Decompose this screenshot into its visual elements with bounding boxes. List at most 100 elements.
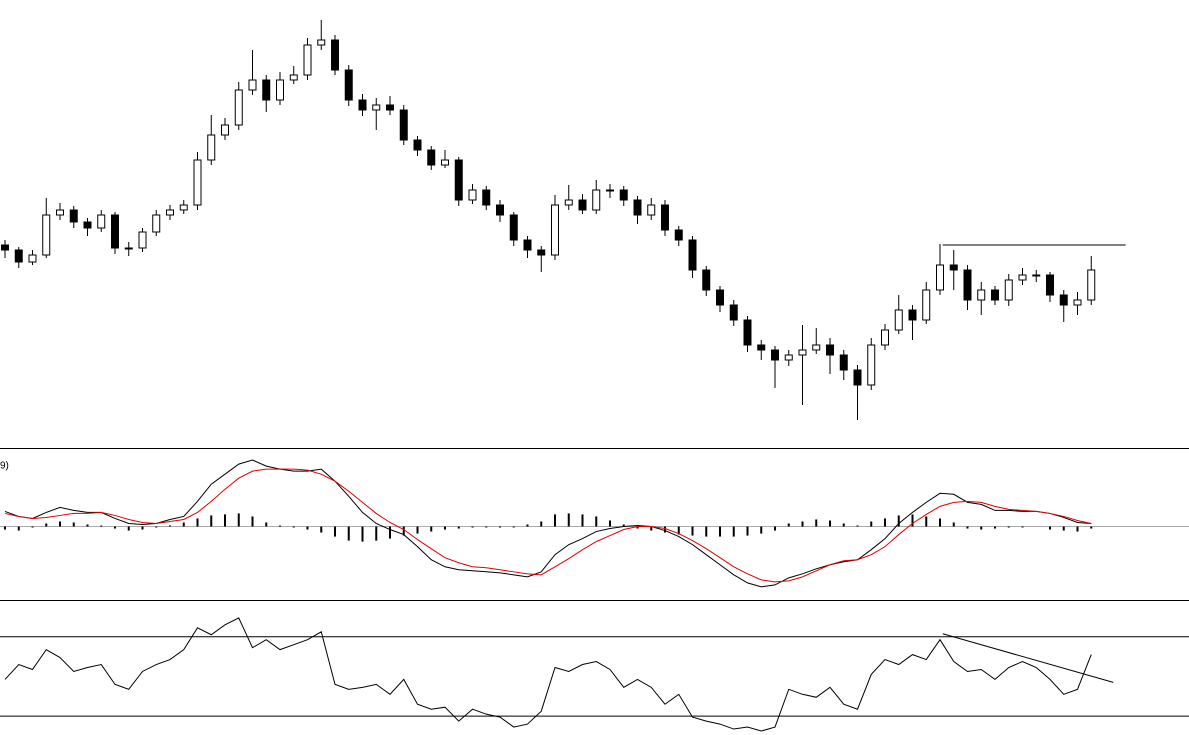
histogram-bar <box>4 526 6 530</box>
candle-body <box>124 247 133 250</box>
histogram-bar <box>375 526 378 541</box>
histogram-bar <box>100 525 103 527</box>
histogram-bar <box>31 526 34 528</box>
histogram-bar <box>842 523 845 527</box>
histogram-bar <box>664 526 666 533</box>
histogram-bar <box>1090 526 1093 529</box>
candle-body <box>729 304 738 321</box>
histogram-bar <box>787 523 790 527</box>
candle-body <box>344 69 353 101</box>
candle-body <box>97 214 106 229</box>
candle-body <box>606 189 614 192</box>
candle-body <box>757 344 766 351</box>
histogram-bar <box>650 526 653 531</box>
histogram-bar <box>911 514 914 527</box>
histogram-bar <box>856 525 859 527</box>
histogram-bar <box>402 526 405 536</box>
candle-body <box>537 249 546 256</box>
histogram-bar <box>347 526 350 541</box>
histogram-bar <box>952 522 955 527</box>
candle-body <box>83 221 92 229</box>
candle-body <box>248 79 257 91</box>
histogram-bar <box>444 526 446 530</box>
candle-body <box>908 309 917 321</box>
candle-body <box>826 344 834 356</box>
histogram-bar <box>760 526 763 534</box>
macd-line <box>4 468 1092 583</box>
histogram-bar <box>801 521 804 527</box>
histogram-bar <box>279 525 281 527</box>
histogram-bar <box>1076 526 1079 532</box>
candle-body <box>482 189 491 206</box>
candle-body <box>262 79 271 101</box>
histogram-bar <box>155 526 158 528</box>
candle-body <box>317 39 326 46</box>
candle-body <box>42 214 51 256</box>
candle-body <box>894 309 903 331</box>
candle-body <box>468 189 477 201</box>
candle-body <box>564 199 573 206</box>
histogram-bar <box>815 519 818 527</box>
histogram-bar <box>389 526 391 539</box>
rsi-line <box>4 617 1092 732</box>
candle-body <box>1032 274 1041 277</box>
histogram-bar <box>430 526 433 532</box>
candle-body <box>963 269 972 301</box>
histogram-bar <box>829 520 831 527</box>
candle-body <box>936 264 944 291</box>
trend-line <box>942 633 1114 683</box>
histogram-bar <box>526 524 529 527</box>
histogram-bar <box>334 526 336 537</box>
histogram-bar <box>609 520 611 527</box>
histogram-bar <box>540 521 543 527</box>
candle-body <box>688 239 697 271</box>
histogram-bar <box>471 526 474 528</box>
candle-body <box>234 89 243 126</box>
candle-body <box>716 289 724 306</box>
candle-body <box>853 369 862 386</box>
candle-body <box>111 214 119 249</box>
candle-body <box>578 199 587 211</box>
histogram-bar <box>966 526 969 529</box>
histogram-bar <box>622 524 625 527</box>
macd-line <box>4 459 1092 588</box>
candle-body <box>386 104 394 111</box>
histogram-bar <box>925 516 928 527</box>
candle-body <box>331 39 339 71</box>
histogram-bar <box>719 526 721 537</box>
histogram-bar <box>169 525 171 527</box>
candle-body <box>372 104 381 111</box>
candle-body <box>152 214 161 233</box>
histogram-bar <box>457 526 460 529</box>
candle-body <box>179 204 188 211</box>
candle-body <box>28 254 37 263</box>
histogram-bar <box>237 513 240 527</box>
candle-body <box>922 289 931 321</box>
histogram-bar <box>127 526 130 531</box>
candle-body <box>289 74 298 81</box>
candle-body <box>661 204 669 231</box>
candle-body <box>399 109 408 141</box>
candle-body <box>1 244 9 251</box>
histogram-bar <box>210 515 213 527</box>
histogram-bar <box>1021 526 1024 528</box>
candle-body <box>14 249 23 263</box>
histogram-bar <box>141 526 144 530</box>
histogram-bar <box>1049 526 1051 530</box>
histogram-bar <box>17 526 20 531</box>
candle-body <box>784 354 793 361</box>
candle-body <box>193 159 202 206</box>
candle-body <box>207 134 216 161</box>
candle-body <box>881 329 889 346</box>
candle-body <box>592 189 601 211</box>
histogram-bar <box>581 514 584 527</box>
candle-body <box>1046 274 1054 296</box>
histogram-bar <box>884 518 886 527</box>
candle-body <box>674 229 683 241</box>
candle-body <box>949 264 958 271</box>
histogram-bar <box>292 526 295 528</box>
candle-body <box>166 209 174 216</box>
candle-body <box>743 319 752 346</box>
histogram-bar <box>59 521 61 527</box>
histogram-bar <box>691 526 694 536</box>
